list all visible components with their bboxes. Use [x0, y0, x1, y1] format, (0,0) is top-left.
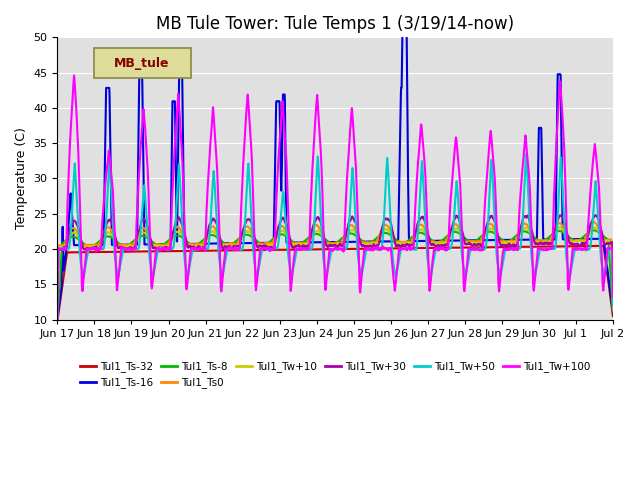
Tul1_Tw+50: [229, 247, 237, 252]
Tul1_Ts-8: [534, 237, 541, 243]
Tul1_Ts-32: [502, 244, 510, 250]
Tul1_Ts-8: [54, 315, 61, 321]
Tul1_Tw+50: [534, 258, 541, 264]
Tul1_Ts-8: [109, 236, 116, 241]
Tul1_Tw+100: [54, 316, 61, 322]
Tul1_Tw+10: [109, 234, 116, 240]
Tul1_Ts-32: [229, 248, 237, 253]
Tul1_Ts0: [54, 310, 61, 316]
Tul1_Tw+50: [109, 219, 116, 225]
Tul1_Ts0: [369, 240, 376, 245]
Tul1_Tw+50: [609, 302, 617, 308]
Tul1_Ts0: [109, 231, 116, 237]
Tul1_Tw+50: [522, 151, 530, 157]
Line: Tul1_Tw+100: Tul1_Tw+100: [58, 75, 613, 319]
Tul1_Tw+100: [70, 72, 78, 78]
Tul1_Ts0: [534, 238, 541, 243]
Tul1_Ts-8: [609, 309, 617, 314]
Tul1_Tw+30: [591, 212, 599, 218]
Tul1_Tw+100: [609, 294, 617, 300]
Tul1_Ts-32: [534, 244, 541, 250]
Tul1_Tw+10: [54, 315, 61, 321]
Tul1_Ts-16: [502, 237, 510, 243]
Tul1_Ts-8: [590, 228, 598, 233]
Title: MB Tule Tower: Tule Temps 1 (3/19/14-now): MB Tule Tower: Tule Temps 1 (3/19/14-now…: [156, 15, 514, 33]
Tul1_Tw+50: [54, 316, 61, 322]
Tul1_Ts-16: [109, 242, 116, 248]
Y-axis label: Temperature (C): Temperature (C): [15, 128, 28, 229]
Tul1_Ts-32: [109, 249, 116, 255]
Tul1_Tw+10: [557, 225, 564, 230]
Tul1_Tw+50: [369, 246, 376, 252]
Tul1_Ts0: [602, 237, 609, 243]
Tul1_Ts-8: [229, 240, 237, 246]
Tul1_Ts-32: [600, 243, 607, 249]
Tul1_Ts0: [609, 307, 617, 313]
Tul1_Tw+30: [369, 244, 376, 250]
Tul1_Tw+10: [609, 300, 617, 306]
Tul1_Ts-16: [54, 315, 61, 321]
Line: Tul1_Tw+30: Tul1_Tw+30: [58, 215, 613, 320]
Line: Tul1_Tw+50: Tul1_Tw+50: [58, 154, 613, 319]
Tul1_Tw+100: [109, 193, 117, 199]
Line: Tul1_Ts-32: Tul1_Ts-32: [58, 246, 613, 321]
Line: Tul1_Ts-16: Tul1_Ts-16: [58, 0, 613, 318]
Tul1_Ts0: [502, 239, 510, 244]
Text: MB_tule: MB_tule: [114, 57, 170, 70]
Line: Tul1_Tw+10: Tul1_Tw+10: [58, 228, 613, 318]
Legend: Tul1_Ts-32, Tul1_Ts-16, Tul1_Ts-8, Tul1_Ts0, Tul1_Tw+10, Tul1_Tw+30, Tul1_Tw+50,: Tul1_Ts-32, Tul1_Ts-16, Tul1_Ts-8, Tul1_…: [76, 357, 595, 393]
Tul1_Tw+30: [109, 223, 116, 229]
Line: Tul1_Ts-8: Tul1_Ts-8: [58, 230, 613, 318]
Tul1_Tw+30: [229, 244, 237, 250]
Tul1_Tw+30: [54, 317, 61, 323]
Tul1_Tw+30: [534, 241, 541, 247]
Tul1_Tw+100: [229, 247, 237, 253]
Tul1_Ts0: [229, 240, 237, 246]
Tul1_Ts-16: [369, 239, 376, 244]
Tul1_Tw+10: [502, 240, 510, 245]
Tul1_Tw+10: [602, 238, 609, 244]
Tul1_Tw+100: [534, 246, 541, 252]
Tul1_Ts-32: [54, 318, 61, 324]
Tul1_Ts-32: [369, 246, 376, 252]
Tul1_Ts-32: [609, 313, 617, 319]
Tul1_Tw+100: [602, 267, 609, 273]
Tul1_Ts-16: [602, 249, 609, 255]
Tul1_Ts-8: [369, 239, 376, 244]
Tul1_Ts-8: [602, 235, 609, 240]
Tul1_Tw+50: [602, 268, 609, 274]
Tul1_Tw+10: [534, 239, 541, 245]
Line: Tul1_Ts0: Tul1_Ts0: [58, 222, 613, 313]
Tul1_Tw+50: [502, 246, 510, 252]
Tul1_Tw+30: [502, 242, 510, 248]
Tul1_Tw+30: [609, 295, 617, 300]
Tul1_Ts-8: [502, 239, 510, 244]
Tul1_Ts-16: [229, 240, 237, 246]
Tul1_Ts-16: [609, 310, 617, 315]
Tul1_Tw+10: [369, 240, 376, 246]
Tul1_Ts-32: [602, 255, 609, 261]
Tul1_Ts-16: [534, 176, 541, 182]
FancyBboxPatch shape: [93, 48, 191, 78]
Tul1_Tw+100: [369, 247, 376, 253]
Tul1_Ts0: [590, 219, 598, 225]
Tul1_Tw+10: [229, 242, 237, 248]
Tul1_Tw+30: [602, 241, 609, 247]
Tul1_Tw+100: [502, 247, 510, 252]
